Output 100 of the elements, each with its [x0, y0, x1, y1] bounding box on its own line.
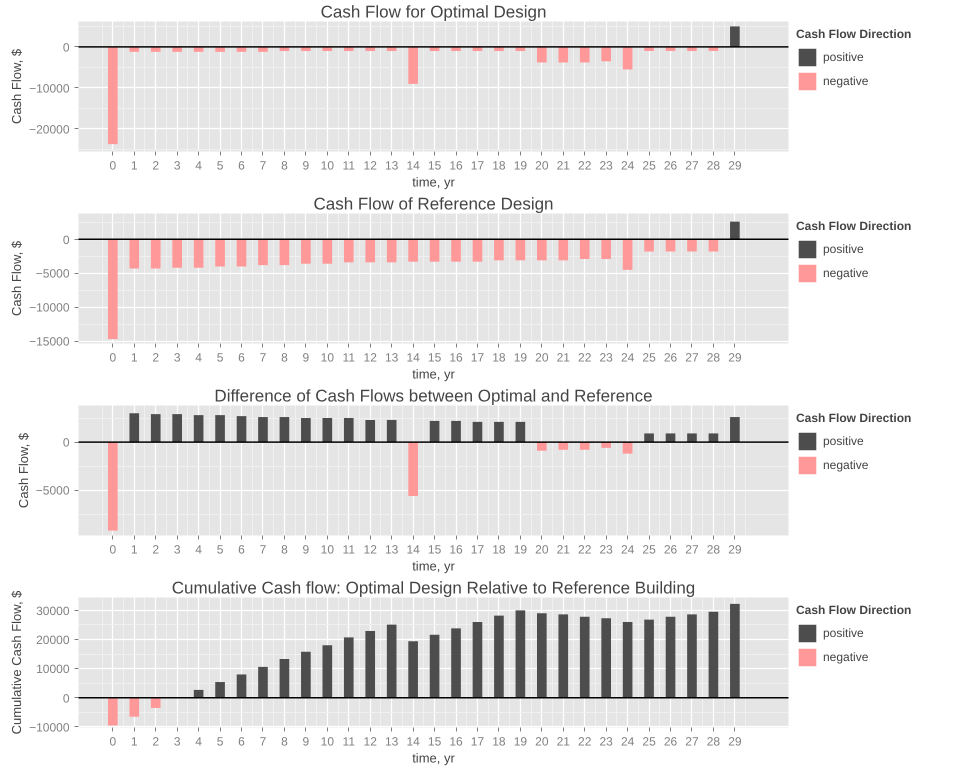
x-tick-label: 12	[364, 158, 378, 172]
x-tick-label: 7	[260, 734, 267, 748]
legend-label: negative	[823, 458, 868, 472]
x-tick-label: 6	[238, 542, 246, 556]
x-tick-label: 23	[600, 734, 614, 748]
bar	[536, 613, 547, 698]
x-tick-label: 13	[385, 350, 399, 364]
bar	[236, 674, 246, 698]
bar	[365, 631, 376, 698]
x-tick-label: 14	[406, 158, 420, 172]
x-tick-label: 10	[320, 542, 334, 556]
x-tick-label: 11	[342, 350, 356, 364]
bar	[108, 698, 118, 726]
x-tick-label: 23	[600, 350, 614, 364]
bar	[558, 614, 568, 698]
y-axis-title: Cash Flow, $	[9, 48, 24, 124]
bar	[666, 616, 676, 698]
x-tick-label: 26	[664, 734, 678, 748]
bar	[258, 666, 268, 698]
bar	[451, 628, 461, 698]
x-tick-label: 10	[320, 158, 334, 172]
bar	[472, 622, 482, 698]
x-tick-label: 27	[685, 158, 699, 172]
x-tick-label: 13	[385, 542, 399, 556]
x-tick-label: 22	[578, 350, 592, 364]
bar	[451, 420, 461, 442]
x-tick-label: 28	[706, 158, 720, 172]
x-tick-label: 0	[109, 734, 116, 748]
x-tick-label: 29	[728, 350, 742, 364]
text: positive	[823, 626, 864, 640]
bar	[322, 418, 332, 442]
bar	[494, 616, 504, 698]
bar	[150, 414, 161, 442]
bar	[280, 417, 290, 442]
text: positive	[823, 242, 864, 256]
x-tick-label: 5	[216, 158, 224, 172]
y-tick-label: −5000	[36, 484, 70, 498]
bar	[129, 698, 140, 717]
y-tick-label: −15000	[29, 334, 70, 349]
x-tick-label: 8	[281, 158, 288, 172]
bar	[644, 433, 654, 442]
x-tick-label: 20	[535, 734, 549, 748]
bar	[708, 612, 718, 698]
x-tick-label: 0	[109, 158, 116, 172]
bar	[687, 614, 697, 698]
y-tick-label: 20000	[36, 632, 70, 647]
bar	[601, 618, 611, 698]
bar	[622, 622, 632, 698]
x-tick-label: 9	[302, 350, 310, 364]
x-tick-label: 14	[406, 350, 420, 364]
x-tick-label: 13	[385, 734, 399, 748]
x-tick-label: 10	[320, 734, 334, 748]
x-tick-label: 28	[706, 542, 720, 556]
x-tick-label: 19	[514, 350, 528, 364]
x-tick-label: 23	[600, 158, 614, 172]
x-tick-label: 7	[260, 542, 267, 556]
x-tick-label: 2	[152, 158, 160, 172]
x-tick-label: 12	[364, 350, 378, 364]
y-tick-label: 0	[62, 691, 70, 706]
bar	[386, 420, 396, 442]
x-tick-label: 22	[578, 158, 592, 172]
x-tick-label: 19	[514, 542, 528, 556]
bar	[172, 414, 182, 442]
y-tick-label: 0	[62, 40, 70, 54]
bar	[430, 420, 440, 442]
bar	[644, 620, 654, 698]
bar	[580, 616, 590, 698]
x-axis-title: time, yr	[412, 750, 456, 766]
x-tick-label: 22	[578, 542, 592, 556]
bar	[494, 422, 504, 442]
bar	[666, 433, 676, 442]
x-tick-label: 9	[302, 158, 310, 172]
x-tick-label: 21	[556, 734, 570, 748]
y-tick-label: −10000	[29, 300, 70, 315]
bar	[730, 417, 740, 442]
x-tick-label: 7	[260, 350, 267, 364]
x-tick-label: 13	[385, 158, 399, 172]
x-axis-title: time, yr	[412, 366, 456, 382]
x-tick-label: 17	[470, 734, 484, 748]
x-tick-label: 21	[556, 158, 570, 172]
x-tick-label: 9	[302, 542, 310, 556]
x-tick-label: 25	[642, 542, 656, 556]
x-tick-label: 4	[195, 542, 202, 556]
x-tick-label: 3	[174, 542, 181, 556]
bar	[129, 413, 140, 442]
x-tick-label: 18	[492, 158, 506, 172]
x-tick-label: 12	[364, 734, 378, 748]
bar	[408, 641, 418, 698]
x-tick-label: 20	[535, 542, 549, 556]
bar	[687, 433, 697, 442]
chart-title: Cash Flow for Optimal Design	[320, 2, 546, 22]
x-tick-label: 28	[706, 350, 720, 364]
x-tick-label: 17	[470, 350, 484, 364]
x-tick-label: 27	[685, 542, 699, 556]
x-tick-label: 4	[195, 734, 202, 748]
x-tick-label: 25	[642, 350, 656, 364]
chart-title: Difference of Cash Flows between Optimal and Reference	[214, 386, 653, 406]
legend-title: Cash Flow Direction	[796, 411, 912, 425]
x-tick-label: 29	[728, 542, 742, 556]
x-tick-label: 4	[195, 158, 202, 172]
